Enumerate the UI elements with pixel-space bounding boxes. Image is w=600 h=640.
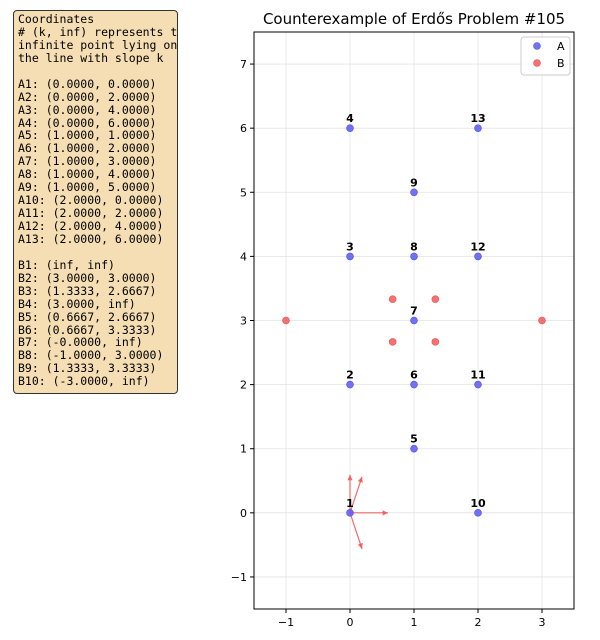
point-a xyxy=(346,124,354,132)
point-label: 4 xyxy=(346,112,354,125)
x-tick-label: 2 xyxy=(475,616,482,629)
direction-arrow-head xyxy=(357,476,363,483)
point-label: 7 xyxy=(410,305,418,318)
coordinate-line: B4: (3.0000, inf) xyxy=(18,296,136,311)
coordinate-line: A13: (2.0000, 6.0000) xyxy=(18,231,164,246)
point-label: 11 xyxy=(470,369,485,382)
y-tick-label: 3 xyxy=(240,315,247,328)
x-tick-label: 3 xyxy=(539,616,546,629)
point-label: 2 xyxy=(346,369,354,382)
point-label: 3 xyxy=(346,240,354,253)
point-a xyxy=(346,252,354,261)
coordinate-line: the line with slope k xyxy=(18,50,164,65)
coordinate-line: B1: (inf, inf) xyxy=(18,257,115,272)
point-a xyxy=(474,124,482,132)
coordinate-line: B6: (0.6667, 3.3333) xyxy=(18,322,157,337)
coordinate-line: B9: (1.3333, 3.3333) xyxy=(18,361,157,376)
coordinate-line: B2: (3.0000, 3.0000) xyxy=(18,270,157,285)
legend: AB xyxy=(520,36,571,76)
x-tick-label: 1 xyxy=(411,616,418,629)
direction-arrow xyxy=(349,512,363,550)
point-label: 5 xyxy=(410,433,418,446)
coordinate-line: A5: (1.0000, 1.0000) xyxy=(18,128,157,143)
point-a xyxy=(410,380,418,389)
direction-arrow xyxy=(349,476,363,514)
coordinate-line: A1: (0.0000, 0.0000) xyxy=(18,76,157,91)
coordinate-line: B3: (1.3333, 2.6667) xyxy=(18,283,157,298)
coordinate-line: A11: (2.0000, 2.0000) xyxy=(18,206,164,221)
y-tick-label: 2 xyxy=(240,379,247,392)
coordinate-line: A7: (1.0000, 3.0000) xyxy=(18,154,157,169)
point-a xyxy=(410,316,418,325)
point-a xyxy=(346,509,354,517)
coordinate-line: A10: (2.0000, 0.0000) xyxy=(18,193,164,208)
coordinate-line: A9: (1.0000, 5.0000) xyxy=(18,180,157,195)
point-b xyxy=(431,338,440,346)
coordinate-line: A3: (0.0000, 4.0000) xyxy=(18,102,157,117)
coordinate-line: B5: (0.6667, 2.6667) xyxy=(18,309,157,324)
point-b xyxy=(388,295,397,303)
y-tick-label: 5 xyxy=(240,186,247,199)
point-label: 13 xyxy=(470,112,485,125)
point-b xyxy=(538,316,546,325)
direction-arrow-head xyxy=(382,510,388,516)
coordinate-line: B7: (-0.0000, inf) xyxy=(18,335,143,350)
point-b xyxy=(282,316,290,325)
y-tick-label: −1 xyxy=(231,571,247,584)
coordinate-line: A12: (2.0000, 4.0000) xyxy=(18,219,164,233)
legend-marker-a xyxy=(533,42,541,50)
coordinate-line: A6: (1.0000, 2.0000) xyxy=(18,141,157,156)
coordinate-line: A8: (1.0000, 4.0000) xyxy=(18,167,157,182)
chart-title: Counterexample of Erdős Problem #105 xyxy=(263,10,565,28)
coordinate-line: B8: (-1.0000, 3.0000) xyxy=(18,348,164,363)
x-tick-label: 0 xyxy=(347,616,354,629)
legend-label: B xyxy=(557,57,565,70)
point-a xyxy=(410,444,418,453)
point-label: 8 xyxy=(410,240,418,253)
coordinates-panel: Coordinates # (k, inf) represents the infi… xyxy=(13,10,178,394)
direction-arrow-head xyxy=(347,474,353,481)
point-b xyxy=(431,295,440,303)
y-tick-label: 6 xyxy=(240,122,247,135)
point-a xyxy=(410,252,418,261)
coordinate-line: A2: (0.0000, 2.0000) xyxy=(18,89,157,104)
coordinate-line: A4: (0.0000, 6.0000) xyxy=(18,115,157,130)
coordinate-line: Coordinates xyxy=(18,12,95,26)
point-a xyxy=(346,380,354,389)
point-b xyxy=(388,338,397,346)
y-tick-label: 4 xyxy=(240,250,247,263)
legend-label: A xyxy=(557,40,565,53)
legend-marker-b xyxy=(533,59,541,67)
y-tick-label: 7 xyxy=(240,58,247,71)
point-a xyxy=(474,252,482,261)
y-tick-label: 1 xyxy=(240,443,247,456)
x-tick-label: −1 xyxy=(278,616,294,629)
coordinate-line: B10: (-3.0000, inf) xyxy=(18,374,150,389)
y-tick-label: 0 xyxy=(240,507,247,520)
point-a xyxy=(474,509,482,517)
point-label: 6 xyxy=(410,369,418,382)
direction-arrow-head xyxy=(357,542,363,549)
point-label: 9 xyxy=(410,176,418,189)
point-label: 10 xyxy=(470,497,486,510)
point-a xyxy=(474,380,482,389)
point-label: 12 xyxy=(470,240,485,253)
point-label: 1 xyxy=(346,497,354,510)
point-a xyxy=(410,188,418,197)
